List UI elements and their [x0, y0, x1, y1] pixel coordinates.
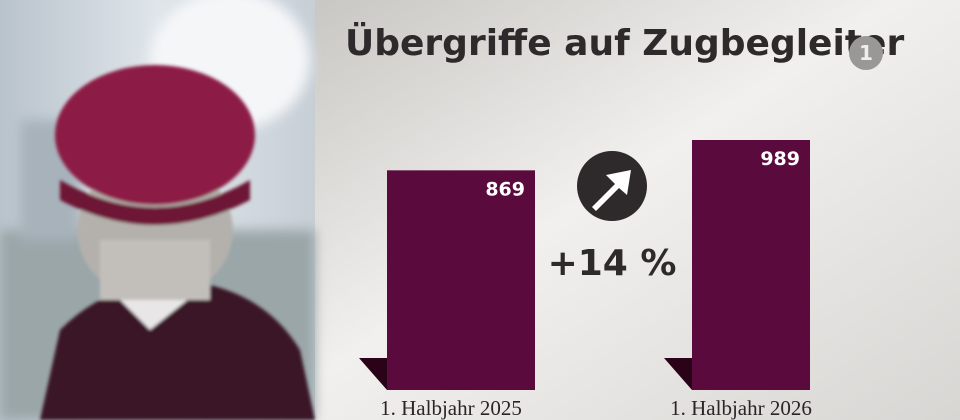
- arrow-icon: [592, 170, 631, 211]
- bar: [692, 140, 810, 390]
- chart-title: Übergriffe auf Zugbegleiter: [345, 22, 904, 64]
- arrow-circle: [577, 151, 647, 221]
- logo: [849, 36, 883, 70]
- photo: [0, 0, 315, 420]
- value-label: 989: [760, 148, 800, 170]
- bar: [387, 170, 535, 390]
- x-tick-label: 1. Halbjahr 2025: [380, 396, 522, 420]
- value-label: 869: [485, 178, 525, 200]
- x-tick-label: 1. Halbjahr 2026: [670, 396, 812, 420]
- change-annotation: +14 %: [548, 243, 677, 284]
- logo-text: 1: [859, 41, 873, 65]
- bar-shadow: [359, 358, 387, 390]
- bar-shadow: [664, 358, 692, 390]
